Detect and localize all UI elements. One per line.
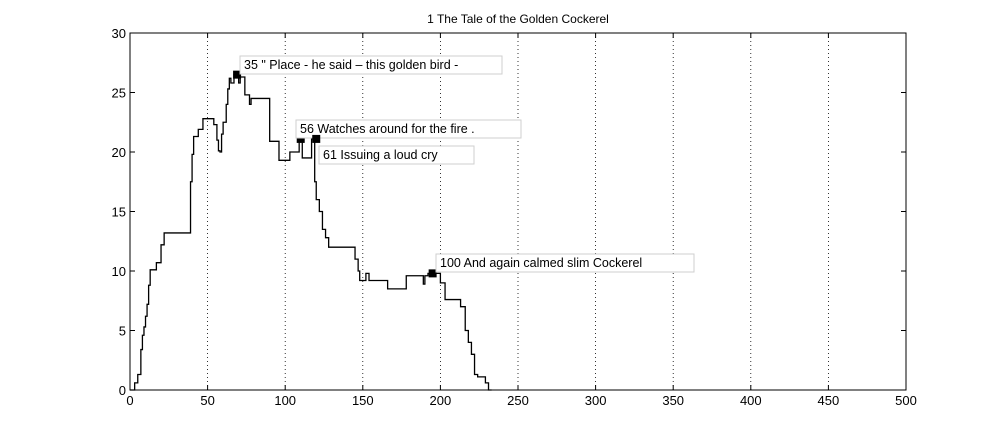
annotation-marker [296,134,305,143]
x-tick-label: 400 [740,393,762,408]
y-tick-label: 25 [112,86,126,101]
series-line [130,74,492,391]
x-tick-label: 0 [126,393,133,408]
annotation-label: 56 Watches around for the fire . [300,122,475,136]
x-tick-label: 200 [430,393,452,408]
y-tick-label: 15 [112,205,126,220]
y-tick-label: 5 [119,324,126,339]
x-tick-label: 500 [895,393,917,408]
x-tick-label: 250 [507,393,529,408]
x-tick-label: 450 [818,393,840,408]
annotation-marker [233,70,242,79]
annotation-label: 35 " Place - he said – this golden bird … [244,58,458,72]
annotation-label: 100 And again calmed slim Cockerel [440,256,642,270]
annotation-label: 61 Issuing a loud cry [323,148,438,162]
annotation-box [239,55,503,75]
y-tick-label: 30 [112,26,126,41]
annotation-box [435,253,695,273]
y-tick-label: 0 [119,383,126,398]
x-tick-label: 150 [352,393,374,408]
y-tick-label: 10 [112,264,126,279]
annotation-marker [312,134,321,143]
x-tick-label: 50 [200,393,214,408]
axis-ticks: 0 50 100 150 200 250 300 350 400 450 500 0 5 10 15 20 25… [112,26,917,408]
x-tick-label: 300 [585,393,607,408]
x-tick-label: 100 [274,393,296,408]
annotations-group: 35 " Place - he said – this golden bird … [233,55,695,278]
series-group [130,74,492,391]
chart-title: 1 The Tale of the Golden Cockerel [427,12,609,26]
annotation-marker [428,269,437,278]
x-tick-label: 350 [662,393,684,408]
y-tick-label: 20 [112,145,126,160]
annotation-box [295,119,522,139]
annotation-box [318,145,475,165]
